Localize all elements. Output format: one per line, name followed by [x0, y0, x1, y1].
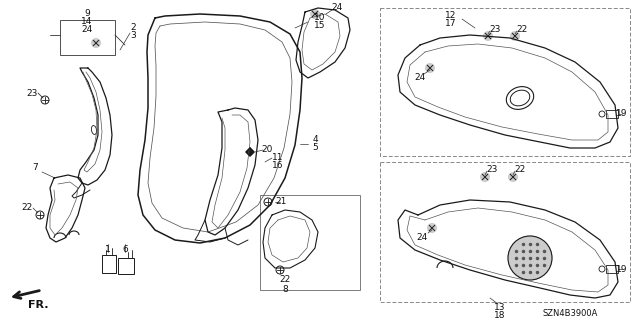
Circle shape [508, 236, 552, 280]
Text: 19: 19 [616, 265, 628, 274]
Text: 21: 21 [275, 196, 287, 205]
Circle shape [426, 63, 435, 73]
Text: 22: 22 [516, 26, 527, 35]
Bar [380, 162, 630, 302]
Text: 24: 24 [417, 234, 428, 243]
Circle shape [310, 10, 319, 19]
Text: 23: 23 [490, 26, 500, 35]
Circle shape [481, 172, 490, 181]
Text: 23: 23 [26, 89, 38, 98]
Bar [260, 195, 360, 290]
Text: SZN4B3900A: SZN4B3900A [543, 309, 598, 318]
Text: 22: 22 [280, 276, 291, 284]
Bar [606, 265, 618, 273]
Text: 10: 10 [314, 13, 326, 22]
Text: 2: 2 [130, 23, 136, 33]
Text: 20: 20 [261, 146, 273, 155]
Text: 11: 11 [272, 154, 284, 163]
Text: 19: 19 [616, 109, 628, 118]
Text: 17: 17 [445, 19, 457, 28]
Text: 14: 14 [81, 17, 93, 26]
Bar [60, 20, 115, 55]
Text: 3: 3 [130, 31, 136, 41]
Text: 22: 22 [515, 165, 525, 174]
Text: 5: 5 [312, 143, 318, 153]
Text: 22: 22 [21, 204, 33, 212]
Text: 6: 6 [122, 245, 128, 254]
Polygon shape [246, 148, 254, 156]
Text: 8: 8 [282, 284, 288, 293]
Text: 7: 7 [32, 164, 38, 172]
Bar [380, 8, 630, 156]
Bar [118, 258, 134, 274]
Text: 1: 1 [105, 245, 111, 254]
Text: 9: 9 [84, 9, 90, 18]
Circle shape [511, 31, 520, 41]
Text: 24: 24 [414, 74, 426, 83]
Text: 4: 4 [312, 135, 318, 145]
Circle shape [509, 172, 518, 181]
Text: 23: 23 [486, 165, 498, 174]
Text: 24: 24 [332, 4, 342, 12]
Bar [102, 255, 116, 273]
Text: FR.: FR. [28, 300, 48, 310]
Text: 18: 18 [494, 311, 506, 320]
Text: 12: 12 [445, 11, 457, 20]
Circle shape [92, 38, 100, 47]
Circle shape [483, 31, 493, 41]
Text: 24: 24 [81, 26, 93, 35]
Circle shape [428, 223, 436, 233]
Text: 16: 16 [272, 162, 284, 171]
Text: 15: 15 [314, 21, 326, 30]
Text: 13: 13 [494, 303, 506, 313]
Bar [606, 110, 618, 118]
